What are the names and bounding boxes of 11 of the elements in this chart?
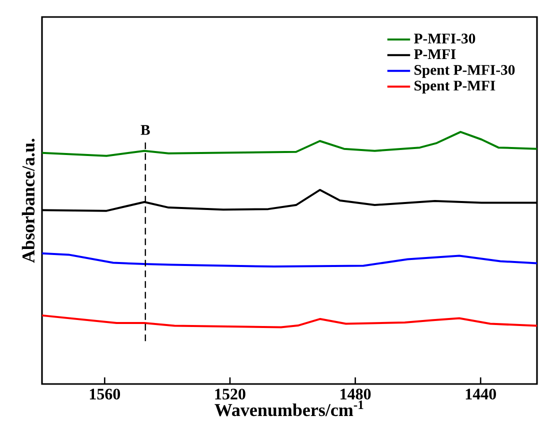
x-tick-label: 1520	[215, 388, 246, 400]
x-tick-label: 1440	[466, 388, 496, 400]
legend-label: P-MFI	[414, 49, 456, 59]
x-tick-label: 1560	[90, 388, 120, 400]
legend-label: Spent P-MFI	[414, 80, 496, 94]
legend-label: Spent P-MFI-30	[414, 64, 515, 78]
y-axis-title: Absorbance/a.u.	[22, 138, 35, 263]
ref-line-label: B	[140, 125, 150, 135]
x-tick-label: 1480	[340, 388, 371, 400]
legend-label: P-MFI-30	[414, 34, 476, 44]
x-axis-title: Wavenumbers/cm$^{-1}$	[214, 400, 364, 416]
